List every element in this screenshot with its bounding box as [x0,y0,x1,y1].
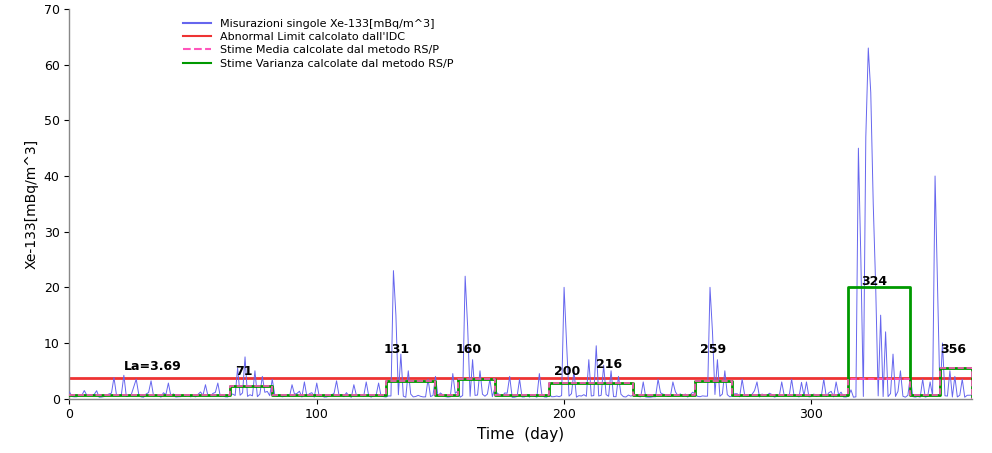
Text: 324: 324 [861,275,887,288]
Text: 131: 131 [384,343,410,356]
Text: 216: 216 [596,358,622,371]
Text: 200: 200 [555,365,580,378]
Legend: Misurazioni singole Xe-133[mBq/m^3], Abnormal Limit calcolato dall'IDC, Stime Me: Misurazioni singole Xe-133[mBq/m^3], Abn… [184,19,453,68]
X-axis label: Time  (day): Time (day) [477,427,564,442]
Text: 160: 160 [455,343,481,356]
Text: 71: 71 [235,365,253,378]
Text: La=3.69: La=3.69 [124,360,182,373]
Text: 356: 356 [940,343,966,356]
Y-axis label: Xe-133[mBq/m^3]: Xe-133[mBq/m^3] [24,139,38,269]
Text: 259: 259 [700,343,726,356]
